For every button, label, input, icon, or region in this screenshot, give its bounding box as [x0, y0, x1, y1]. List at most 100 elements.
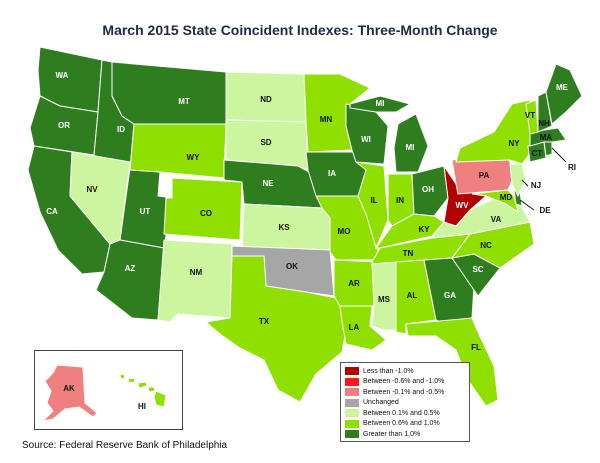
state-RI[interactable] — [543, 141, 553, 157]
legend-label: Between 0.1% and 0.5% — [363, 409, 440, 417]
state-ME[interactable] — [545, 63, 583, 125]
state-WI[interactable] — [345, 103, 389, 165]
legend-item: Greater than 1.0% — [345, 429, 465, 440]
state-AK[interactable] — [41, 364, 98, 422]
state-NH[interactable] — [537, 91, 553, 133]
legend-label: Between -0.6% and -1.0% — [363, 378, 445, 386]
legend-item: Less than -1.0% — [345, 366, 465, 377]
label-MA: MA — [540, 133, 553, 142]
label-UT: UT — [140, 207, 151, 216]
label-OH: OH — [422, 185, 434, 194]
state-MI[interactable] — [349, 95, 412, 113]
state-NY[interactable] — [455, 99, 535, 165]
label-AR: AR — [348, 279, 360, 288]
state-HI-5[interactable] — [153, 390, 167, 408]
legend: Less than -1.0% Between -0.6% and -1.0% … — [340, 362, 470, 442]
state-NJ[interactable] — [509, 163, 527, 198]
source-note: Source: Federal Reserve Bank of Philadel… — [22, 440, 228, 451]
label-NC: NC — [480, 241, 492, 250]
legend-swatch — [345, 388, 359, 397]
state-MA[interactable] — [529, 127, 567, 147]
legend-swatch — [345, 398, 359, 407]
state-MD[interactable] — [471, 189, 519, 214]
label-MI-upper: MI — [376, 99, 385, 108]
legend-label: Greater than 1.0% — [363, 430, 421, 438]
state-VA[interactable] — [430, 195, 531, 239]
label-ID: ID — [117, 125, 125, 134]
state-HI-3[interactable] — [137, 381, 148, 389]
label-NE: NE — [262, 179, 274, 188]
label-NY: NY — [508, 139, 520, 148]
legend-item: Between 0.6% and 1.0% — [345, 419, 465, 430]
legend-swatch — [345, 377, 359, 386]
label-WY: WY — [187, 153, 201, 162]
label-MS: MS — [378, 295, 391, 304]
hawaii-inset: HI — [112, 350, 183, 430]
label-IL: IL — [370, 196, 377, 205]
label-SD: SD — [260, 138, 271, 147]
label-VT: VT — [525, 111, 535, 120]
map-title: March 2015 State Coincident Indexes: Thr… — [102, 22, 498, 38]
label-AL: AL — [407, 291, 418, 300]
legend-label: Between -0.1% and -0.5% — [363, 388, 445, 396]
label-ME: ME — [556, 83, 569, 92]
state-MT[interactable] — [111, 61, 227, 125]
label-AZ: AZ — [125, 264, 136, 273]
alaska-map: AK — [41, 364, 98, 422]
leader-nj — [521, 179, 529, 187]
state-NM[interactable] — [157, 239, 233, 323]
legend-label: Less than -1.0% — [363, 367, 414, 375]
label-KS: KS — [278, 223, 290, 232]
state-WY[interactable] — [129, 123, 227, 179]
legend-swatch — [345, 419, 359, 428]
state-LA[interactable] — [339, 305, 387, 351]
label-NM: NM — [190, 268, 203, 277]
state-OH[interactable] — [411, 165, 449, 217]
alaska-inset: AK — [34, 350, 114, 430]
label-TN: TN — [403, 249, 414, 258]
legend-item: Between -0.6% and -1.0% — [345, 377, 465, 388]
legend-label: Between 0.6% and 1.0% — [363, 420, 440, 428]
label-TX: TX — [259, 317, 270, 326]
state-HI-1[interactable] — [119, 373, 126, 380]
state-FL[interactable] — [405, 317, 499, 407]
label-WA: WA — [56, 71, 69, 80]
legend-item: Unchanged — [345, 398, 465, 409]
legend-item: Between 0.1% and 0.5% — [345, 408, 465, 419]
label-IA: IA — [328, 169, 336, 178]
label-DE: DE — [539, 206, 551, 215]
label-WV: WV — [456, 201, 470, 210]
label-HI: HI — [138, 402, 146, 411]
state-TX[interactable] — [204, 255, 349, 403]
label-CA: CA — [46, 207, 58, 216]
leader-de — [519, 199, 535, 211]
state-HI-2[interactable] — [127, 377, 136, 384]
label-OR: OR — [58, 121, 70, 130]
label-GA: GA — [444, 291, 456, 300]
label-WI: WI — [361, 135, 371, 144]
state-SD[interactable] — [225, 119, 309, 171]
hawaii-map: HI — [119, 373, 167, 411]
state-IL[interactable] — [354, 161, 389, 250]
label-VA: VA — [491, 215, 502, 224]
label-SC: SC — [472, 265, 483, 274]
label-RI: RI — [568, 163, 576, 172]
label-CO: CO — [200, 209, 212, 218]
label-AK: AK — [63, 384, 75, 393]
legend-label: Unchanged — [363, 399, 399, 407]
label-MT: MT — [178, 97, 190, 106]
state-HI-4[interactable] — [147, 386, 156, 393]
legend-item: Between -0.1% and -0.5% — [345, 387, 465, 398]
label-OK: OK — [286, 262, 298, 271]
label-CT: CT — [532, 149, 543, 158]
legend-swatch — [345, 409, 359, 418]
label-LA: LA — [349, 323, 360, 332]
label-ND: ND — [260, 95, 272, 104]
label-MO: MO — [338, 227, 351, 236]
label-KY: KY — [418, 225, 430, 234]
label-PA: PA — [479, 171, 490, 180]
label-MN: MN — [320, 115, 333, 124]
label-NH: NH — [538, 119, 550, 128]
label-NJ: NJ — [531, 181, 541, 190]
